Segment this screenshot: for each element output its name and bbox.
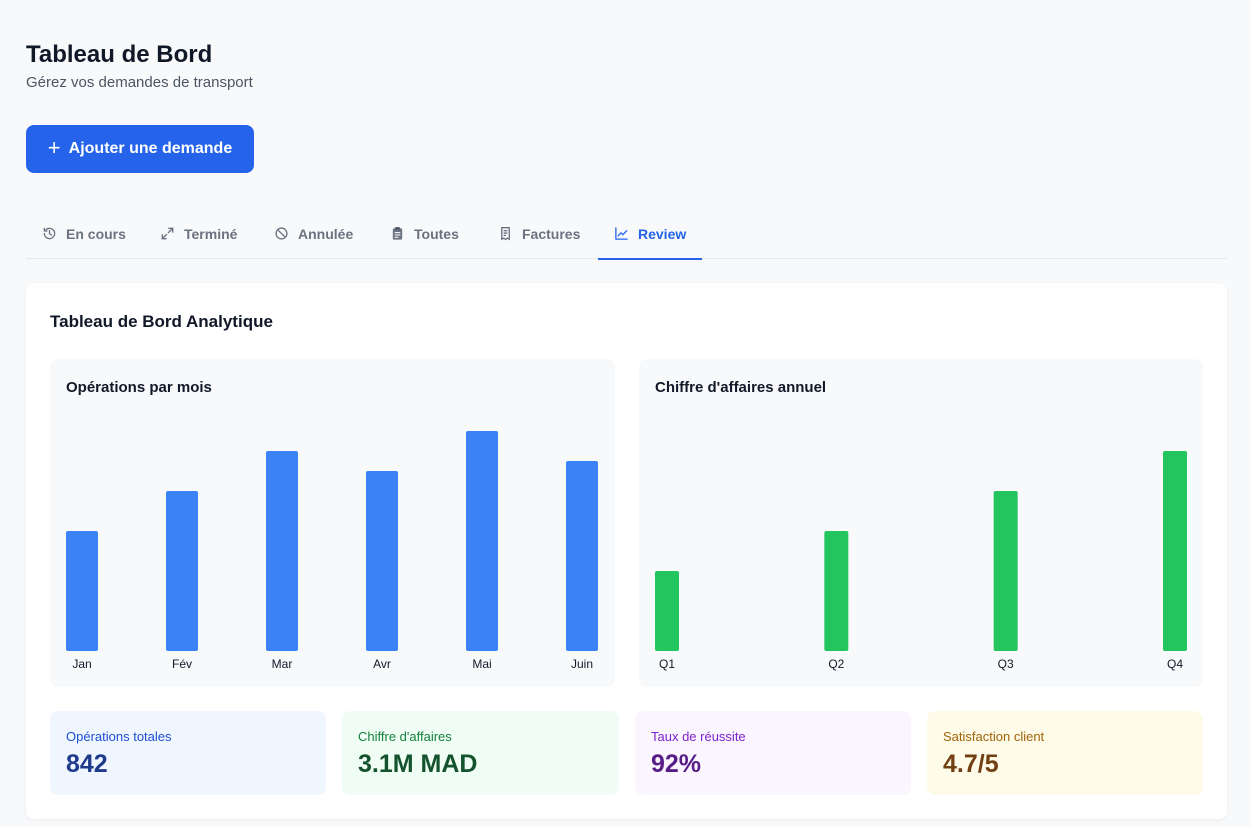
tick-label: Q1 (659, 657, 675, 671)
page-title: Tableau de Bord (26, 41, 213, 68)
tab-label: Terminé (184, 225, 238, 242)
stat-revenue: Chiffre d'affaires 3.1M MAD (342, 711, 619, 795)
tab-annulee[interactable]: Annulée (274, 208, 353, 259)
page-subtitle: Gérez vos demandes de transport (26, 74, 253, 91)
annual-revenue-svg: Q1 Q2 Q3 Q4 (655, 451, 1187, 671)
tick-label: Fév (172, 657, 192, 671)
clipboard-icon (392, 227, 403, 240)
tab-label: Review (638, 225, 687, 242)
stat-value: 92% (651, 750, 702, 778)
analytics-card: Tableau de Bord Analytique Opérations pa… (26, 283, 1227, 819)
tab-factures[interactable]: Factures (498, 208, 580, 259)
tick-label: Juin (571, 657, 593, 671)
tick-label: Q4 (1167, 657, 1183, 671)
stat-success-rate: Taux de réussite 92% (635, 711, 911, 795)
bar-q3 (993, 491, 1018, 651)
tick-label: Jan (72, 657, 91, 671)
bar-jan (66, 531, 98, 651)
chart-title: Chiffre d'affaires annuel (655, 379, 827, 396)
bar-q1 (655, 571, 679, 651)
tab-toutes[interactable]: Toutes (390, 208, 459, 259)
stat-label: Satisfaction client (943, 729, 1045, 744)
analytics-title: Tableau de Bord Analytique (50, 312, 273, 331)
monthly-operations-svg: Jan Fév Mar Avr Mai Juin (66, 431, 598, 671)
bar-fév (166, 491, 198, 651)
stat-total-operations: Opérations totales 842 (50, 711, 326, 795)
plus-icon: + (47, 135, 61, 160)
stat-value: 842 (66, 750, 108, 778)
receipt-icon (501, 227, 510, 241)
ban-icon (275, 227, 288, 240)
add-request-button[interactable]: + Ajouter une demande (26, 125, 254, 173)
tab-en-cours[interactable]: En cours (42, 208, 126, 259)
bar-juin (566, 461, 598, 651)
tick-label: Q2 (828, 657, 844, 671)
monthly-operations-chart: Opérations par mois Jan Fév Mar Avr Mai Juin (50, 359, 615, 687)
tab-label: Factures (522, 225, 581, 242)
tab-termine[interactable]: Terminé (160, 208, 237, 259)
bar-avr (366, 471, 398, 651)
expand-arrows-icon (161, 227, 174, 240)
tab-review[interactable]: Review (597, 208, 703, 260)
bar-q4 (1163, 451, 1187, 651)
chart-title: Opérations par mois (66, 379, 212, 396)
tick-label: Mai (472, 657, 491, 671)
bar-mai (466, 431, 498, 651)
stat-label: Chiffre d'affaires (358, 729, 452, 744)
tab-label: Toutes (414, 225, 459, 242)
stat-value: 4.7/5 (943, 750, 999, 778)
history-icon (43, 227, 56, 240)
line-chart-icon (615, 227, 628, 240)
annual-revenue-chart: Chiffre d'affaires annuel Q1 Q2 Q3 Q4 (639, 359, 1203, 687)
tick-label: Mar (272, 657, 293, 671)
page-header: Tableau de Bord Gérez vos demandes de tr… (26, 40, 253, 91)
tick-label: Q3 (998, 657, 1014, 671)
stat-label: Opérations totales (66, 729, 172, 744)
stat-label: Taux de réussite (651, 729, 746, 744)
tab-label: Annulée (298, 225, 354, 242)
stat-value: 3.1M MAD (358, 750, 478, 778)
tab-label: En cours (66, 225, 126, 242)
add-request-label: Ajouter une demande (68, 140, 233, 157)
tick-label: Avr (373, 657, 391, 671)
stat-satisfaction: Satisfaction client 4.7/5 (927, 711, 1203, 795)
bar-q2 (824, 531, 849, 651)
bar-mar (266, 451, 298, 651)
tab-bar: En cours Terminé Annulée Toutes Factures (26, 208, 1227, 260)
